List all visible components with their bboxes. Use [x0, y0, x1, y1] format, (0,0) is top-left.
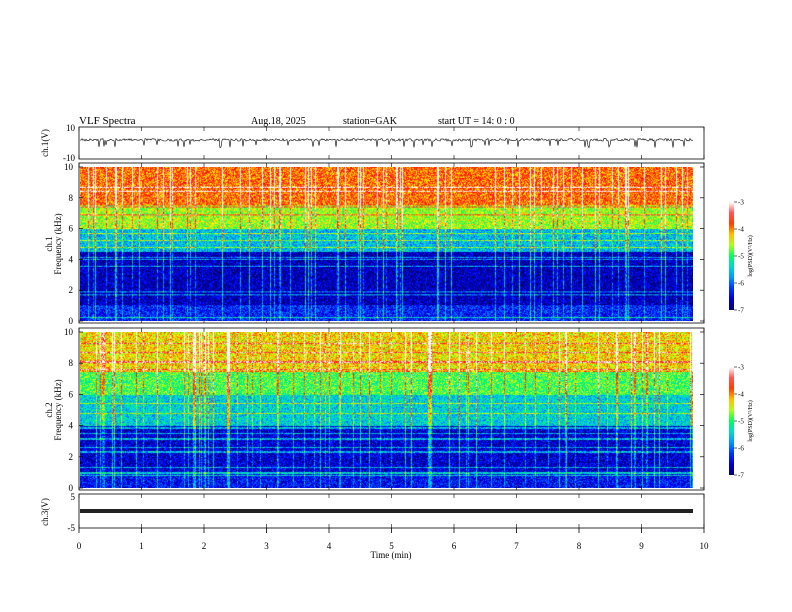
- colorbar-tick-label: -7: [738, 307, 744, 315]
- ch1-spectrogram-panel: 0 2 4 6 8 10 ch.1 Frequency (kHz): [44, 162, 705, 326]
- ch1-colorbar-gradient: [729, 202, 734, 310]
- x-tick-label: 10: [700, 541, 710, 551]
- ch1-waveform-line: [79, 137, 694, 149]
- y-tick-label: 10: [64, 327, 74, 337]
- ch1-waveform-panel: 10 -10 ch.1(V): [40, 123, 705, 163]
- ch3-waveform-panel: 5 -5 ch.3(V): [40, 492, 705, 533]
- y-tick-label: 6: [69, 224, 74, 234]
- ch2-colorbar-gradient: [729, 367, 734, 475]
- ch3-waveform-band: [80, 509, 693, 513]
- y-tick-label: 0: [69, 483, 74, 493]
- colorbar-tick-label: -4: [738, 226, 744, 234]
- y-tick-label: 10: [64, 162, 74, 172]
- colorbar-tick-label: -3: [738, 199, 744, 207]
- y-tick-label: 2: [69, 285, 74, 295]
- colorbar-tick-label: -6: [738, 445, 744, 453]
- y-tick-label: 8: [69, 193, 74, 203]
- ch3-waveform-ylabel: ch.3(V): [40, 498, 50, 526]
- y-tick-label: 4: [69, 254, 74, 264]
- colorbar-tick-label: -6: [738, 280, 744, 288]
- x-tick-label: 0: [77, 541, 82, 551]
- ch3-ytick-bottom: -5: [68, 523, 76, 533]
- ch1-colorbar: -3 -4 -5 -6 -7 log(PSD)(V²/Hz): [729, 199, 754, 315]
- x-tick-label: 9: [639, 541, 644, 551]
- colorbar-tick-label: -5: [738, 253, 744, 261]
- y-tick-label: 2: [69, 452, 74, 462]
- x-tick-label: 5: [389, 541, 394, 551]
- date-label: Aug.18, 2025: [251, 116, 306, 127]
- ch2-colorbar-label: log(PSD)(V²/Hz): [747, 400, 754, 441]
- ch1-spectrogram-ylabel-channel: ch.1: [44, 236, 54, 251]
- ch1-waveform-ylabel: ch.1(V): [40, 129, 50, 157]
- x-tick-label: 8: [577, 541, 582, 551]
- y-tick-label: 8: [69, 358, 74, 368]
- y-tick-label: 6: [69, 389, 74, 399]
- y-tick-label: 0: [69, 316, 74, 326]
- ch2-spectrogram-panel: 0 2 4 6 8 10 ch.2 Frequency (kHz): [44, 327, 705, 493]
- x-tick-label: 6: [452, 541, 457, 551]
- ch2-spectrogram-ylabel-channel: ch.2: [44, 402, 54, 417]
- ch3-ytick-top: 5: [71, 492, 76, 502]
- ch1-ytick-bottom: -10: [63, 153, 75, 163]
- ch2-spectrogram-ylabel-frequency: Frequency (kHz): [53, 379, 63, 440]
- colorbar-tick-label: -7: [738, 472, 744, 480]
- ch1-ytick-top: 10: [66, 123, 76, 133]
- ch1-colorbar-label: log(PSD)(V²/Hz): [747, 235, 754, 276]
- ch1-spectrogram-ylabel-frequency: Frequency (kHz): [53, 213, 63, 274]
- colorbar-tick-label: -4: [738, 391, 744, 399]
- ch1-spectrogram-image: [80, 167, 693, 321]
- x-tick-label: 4: [327, 541, 332, 551]
- station-label: station=GAK: [343, 116, 398, 127]
- time-axis-label: Time (min): [371, 550, 412, 560]
- colorbar-tick-label: -3: [738, 364, 744, 372]
- colorbar-tick-label: -5: [738, 418, 744, 426]
- start-time-label: start UT = 14: 0 : 0: [438, 116, 515, 127]
- ch2-spectrogram-image: [80, 332, 693, 488]
- x-tick-label: 2: [202, 541, 207, 551]
- ch2-colorbar: -3 -4 -5 -6 -7 log(PSD)(V²/Hz): [729, 364, 754, 480]
- x-tick-label: 7: [514, 541, 519, 551]
- x-tick-label: 3: [264, 541, 269, 551]
- figure-title: VLF Spectra: [79, 115, 136, 127]
- x-tick-label: 1: [139, 541, 144, 551]
- time-axis: 0 1 2 3 4 5 6 7 8 9 10: [77, 127, 709, 551]
- y-tick-label: 4: [69, 421, 74, 431]
